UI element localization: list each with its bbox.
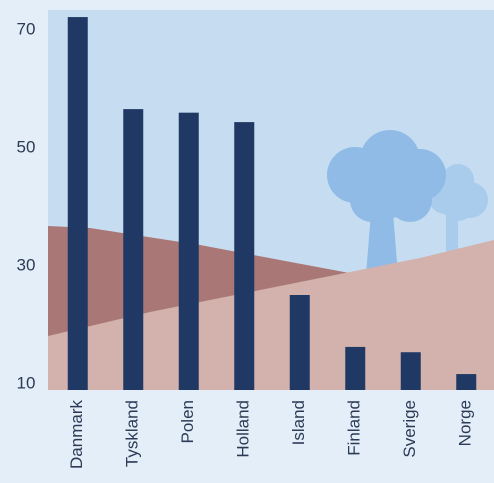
bar xyxy=(178,112,199,390)
bar xyxy=(123,109,144,390)
x-tick-label: Finland xyxy=(345,400,364,456)
bar xyxy=(234,122,255,390)
y-tick-label: 30 xyxy=(17,256,36,275)
x-tick-label: Sverige xyxy=(400,400,419,458)
x-tick-label: Danmark xyxy=(67,400,86,469)
bar xyxy=(400,352,421,390)
y-tick-label: 50 xyxy=(17,138,36,157)
bar xyxy=(345,346,366,390)
y-tick-label: 10 xyxy=(17,374,36,393)
x-tick-label: Tyskland xyxy=(123,400,142,467)
bar xyxy=(67,17,88,390)
y-tick-label: 70 xyxy=(17,20,36,39)
bar xyxy=(289,295,310,390)
x-tick-label: Polen xyxy=(178,400,197,443)
bar xyxy=(456,374,477,390)
x-tick-label: Island xyxy=(289,400,308,445)
x-tick-label: Holland xyxy=(234,400,253,458)
x-tick-label: Norge xyxy=(456,400,475,446)
